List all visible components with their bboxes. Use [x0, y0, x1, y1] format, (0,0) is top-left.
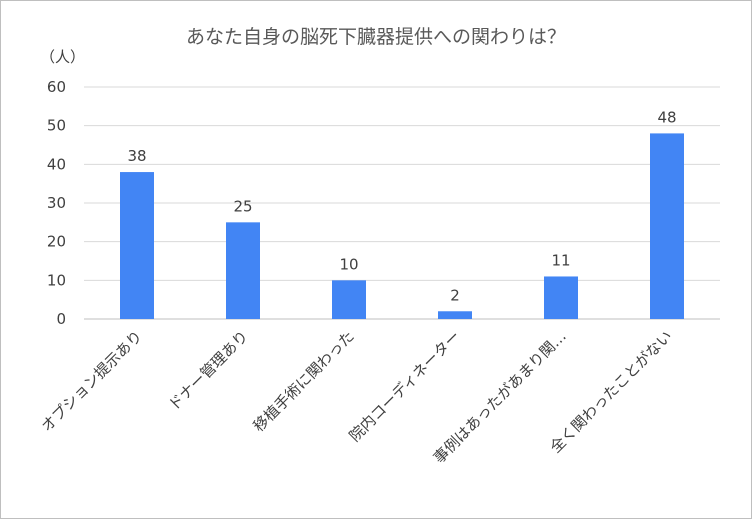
y-tick-label: 10	[47, 271, 66, 289]
bar	[226, 222, 260, 319]
bar	[120, 172, 154, 319]
bar	[438, 311, 472, 319]
x-tick-label: 院内コーディネーター	[346, 327, 464, 445]
data-label: 10	[339, 255, 358, 273]
data-label: 48	[657, 108, 676, 126]
x-tick-label: 移植手術に関わった	[250, 327, 358, 435]
x-tick-label: オプション提示あり	[38, 327, 146, 435]
data-label: 25	[233, 197, 252, 215]
y-tick-label: 60	[47, 78, 66, 96]
y-tick-label: 40	[47, 155, 66, 173]
x-tick-label: 全く関わったことがない	[546, 327, 675, 456]
data-label: 11	[551, 251, 570, 269]
bar	[544, 276, 578, 319]
y-tick-label: 20	[47, 233, 66, 251]
bar	[650, 133, 684, 319]
y-axis-unit-label: （人）	[40, 48, 86, 66]
x-tick-label: ドナー管理あり	[165, 327, 252, 414]
data-label: 38	[127, 147, 146, 165]
y-tick-label: 0	[56, 310, 66, 328]
y-tick-label: 30	[47, 194, 66, 212]
chart-title: あなた自身の脳死下臓器提供への関わりは？	[185, 26, 566, 48]
data-label: 2	[450, 286, 460, 304]
bar	[332, 280, 366, 319]
y-tick-label: 50	[47, 117, 66, 135]
